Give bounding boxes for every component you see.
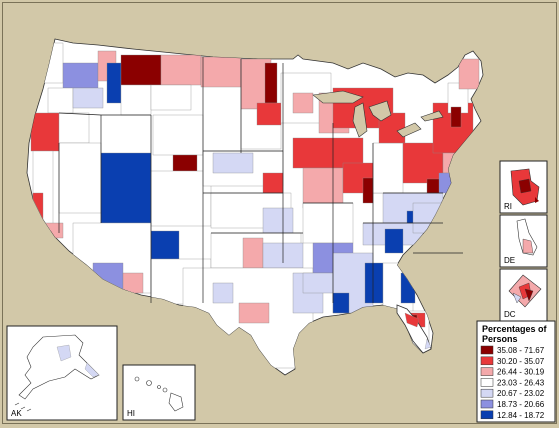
legend-label: 26.44 - 30.19 bbox=[497, 368, 545, 377]
inset-label-ak: AK bbox=[11, 409, 22, 418]
legend: Percentages of Persons 35.08 - 71.67 30.2… bbox=[476, 320, 556, 423]
legend-swatch bbox=[480, 378, 494, 387]
inset-dc: DC bbox=[499, 268, 548, 322]
legend-swatch bbox=[480, 345, 494, 355]
legend-label: 20.67 - 23.02 bbox=[497, 389, 545, 398]
legend-title-line1: Percentages of bbox=[482, 324, 548, 334]
legend-label: 18.73 - 20.66 bbox=[497, 400, 545, 409]
legend-swatch bbox=[480, 410, 494, 420]
legend-label: 23.03 - 26.43 bbox=[497, 378, 545, 387]
legend-label: 35.08 - 71.67 bbox=[497, 346, 545, 355]
inset-label-de: DE bbox=[504, 256, 515, 265]
legend-swatch bbox=[480, 399, 494, 409]
legend-title-line2: Persons bbox=[482, 334, 518, 344]
inset-delaware: DE bbox=[499, 214, 548, 268]
legend-label: 30.20 - 35.07 bbox=[497, 357, 545, 366]
inset-label-ri: RI bbox=[504, 202, 512, 211]
inset-rhode-island: RI bbox=[499, 160, 548, 214]
legend-label: 12.84 - 18.72 bbox=[497, 411, 545, 420]
conterminous-us bbox=[26, 38, 484, 376]
great-lakes bbox=[312, 90, 444, 138]
inset-label-hi: HI bbox=[127, 409, 135, 418]
map-frame: RI DE DC AK HI Percentages of bbox=[2, 2, 557, 424]
inset-alaska: AK bbox=[6, 325, 118, 421]
legend-swatch bbox=[480, 388, 494, 398]
choropleth-map: RI DE DC AK HI Percentages of bbox=[6, 38, 556, 423]
inset-hawaii: HI bbox=[122, 364, 196, 421]
inset-label-dc: DC bbox=[504, 310, 516, 319]
legend-swatch bbox=[480, 367, 494, 376]
legend-swatch bbox=[480, 356, 494, 366]
